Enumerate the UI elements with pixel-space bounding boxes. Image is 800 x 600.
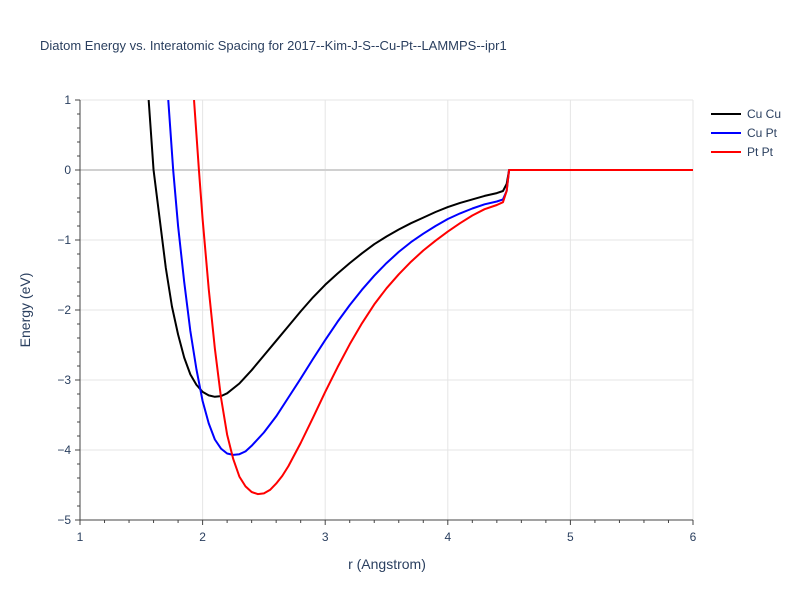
y-tick-label: −2 <box>57 303 71 317</box>
series-line-cu-pt[interactable] <box>167 100 693 456</box>
series-line-cu-cu[interactable] <box>147 100 693 398</box>
y-tick-label: 0 <box>64 163 71 177</box>
y-tick-label: −3 <box>57 373 71 387</box>
x-tick-label: 6 <box>690 530 697 544</box>
x-tick-label: 3 <box>322 530 329 544</box>
series-layer <box>147 100 693 496</box>
legend[interactable]: Cu Cu Cu Pt Pt Pt <box>711 107 781 159</box>
legend-item[interactable]: Cu Cu <box>711 107 781 121</box>
y-tick-label: −1 <box>57 233 71 247</box>
legend-label: Pt Pt <box>747 145 774 159</box>
series-line-pt-pt[interactable] <box>193 100 693 496</box>
y-axis-title: Energy (eV) <box>17 273 33 348</box>
y-tick-label: −5 <box>57 513 71 527</box>
legend-item[interactable]: Cu Pt <box>711 126 778 140</box>
legend-label: Cu Pt <box>747 126 778 140</box>
x-tick-label: 4 <box>444 530 451 544</box>
x-tick-label: 1 <box>77 530 84 544</box>
x-tick-label: 2 <box>199 530 206 544</box>
legend-item[interactable]: Pt Pt <box>711 145 774 159</box>
chart-title: Diatom Energy vs. Interatomic Spacing fo… <box>40 38 507 53</box>
x-axis-title: r (Angstrom) <box>348 556 426 572</box>
grid <box>80 99 694 520</box>
x-tick-label: 5 <box>567 530 574 544</box>
y-tick-label: 1 <box>64 93 71 107</box>
axes <box>75 99 694 525</box>
legend-label: Cu Cu <box>747 107 781 121</box>
tick-labels: 1 2 3 4 5 6 1 0 −1 −2 −3 −4 −5 <box>57 93 696 544</box>
y-tick-label: −4 <box>57 443 71 457</box>
